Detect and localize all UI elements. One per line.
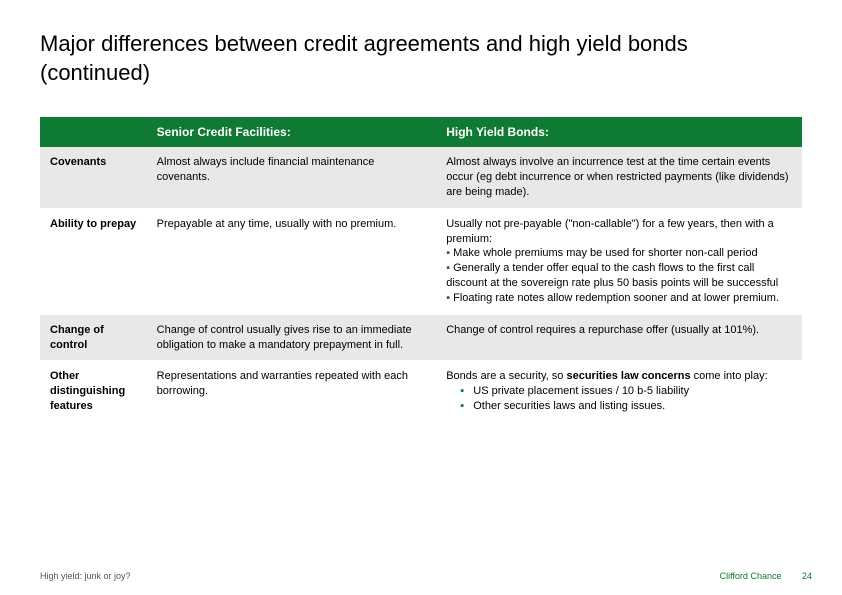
footer-page: 24 [802, 571, 812, 581]
hyb-bullet: ▪Make whole premiums may be used for sho… [446, 246, 792, 261]
row-label: Covenants [40, 147, 147, 208]
table-header-hyb: High Yield Bonds: [436, 117, 802, 147]
table-row: Covenants Almost always include financia… [40, 147, 802, 208]
table-header-blank [40, 117, 147, 147]
hyb-bullet: ▪ Other securities laws and listing issu… [446, 399, 792, 414]
row-label: Ability to prepay [40, 208, 147, 314]
bullet-icon: ▪ [460, 400, 467, 412]
footer-brand: Clifford Chance [720, 571, 782, 581]
hyb-strong: securities law concerns [566, 370, 690, 382]
table-header-row: Senior Credit Facilities: High Yield Bon… [40, 117, 802, 147]
page-title: Major differences between credit agreeme… [40, 30, 802, 87]
row-hyb: Usually not pre-payable ("non-callable")… [436, 208, 802, 314]
hyb-prefix: Bonds are a security, so [446, 370, 566, 382]
hyb-bullet: ▪Generally a tender offer equal to the c… [446, 261, 792, 291]
row-scf: Change of control usually gives rise to … [147, 314, 437, 361]
footer-left: High yield: junk or joy? [40, 571, 131, 581]
row-label: Other distinguishing features [40, 361, 147, 423]
bullet-icon: ▪ [460, 385, 467, 397]
table-row: Other distinguishing features Representa… [40, 361, 802, 423]
footer: High yield: junk or joy? Clifford Chance… [40, 571, 812, 581]
hyb-intro: Usually not pre-payable ("non-callable")… [446, 218, 774, 245]
table-header-scf: Senior Credit Facilities: [147, 117, 437, 147]
row-scf: Representations and warranties repeated … [147, 361, 437, 423]
row-hyb: Bonds are a security, so securities law … [436, 361, 802, 423]
comparison-table: Senior Credit Facilities: High Yield Bon… [40, 117, 802, 423]
row-label: Change of control [40, 314, 147, 361]
footer-right: Clifford Chance 24 [720, 571, 812, 581]
table-row: Ability to prepay Prepayable at any time… [40, 208, 802, 314]
slide: Major differences between credit agreeme… [0, 0, 842, 595]
row-hyb: Change of control requires a repurchase … [436, 314, 802, 361]
hyb-bullet: ▪ US private placement issues / 10 b-5 l… [446, 384, 792, 399]
row-scf: Prepayable at any time, usually with no … [147, 208, 437, 314]
row-hyb: Almost always involve an incurrence test… [436, 147, 802, 208]
hyb-suffix: come into play: [691, 370, 768, 382]
table-row: Change of control Change of control usua… [40, 314, 802, 361]
row-scf: Almost always include financial maintena… [147, 147, 437, 208]
hyb-bullet: ▪Floating rate notes allow redemption so… [446, 291, 792, 306]
